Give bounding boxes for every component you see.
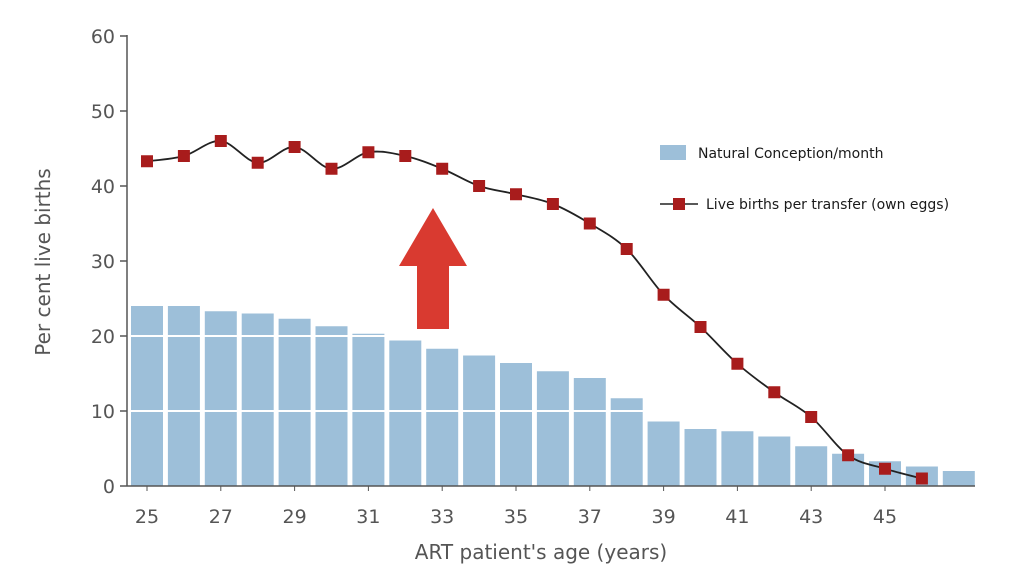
x-tick-label: 29 (283, 506, 307, 528)
line-layer (141, 135, 928, 485)
legend: Natural Conception/month Live births per… (660, 145, 949, 213)
bar (131, 306, 163, 486)
line-marker (694, 321, 707, 333)
y-tick-label: 50 (91, 101, 115, 123)
x-tick-label: 43 (799, 506, 823, 528)
bar (241, 313, 274, 486)
line-marker (805, 411, 818, 423)
line-marker (915, 472, 928, 485)
y-tick-label: 60 (91, 26, 115, 48)
x-axis-title: ART patient's age (years) (415, 540, 667, 564)
bar (278, 318, 311, 486)
bar (536, 371, 569, 486)
line-marker (325, 162, 338, 175)
bar (795, 446, 828, 486)
line-marker (657, 288, 670, 301)
x-tick-label: 31 (356, 506, 380, 528)
bar (647, 421, 680, 486)
line-marker (473, 180, 486, 192)
line-marker (141, 155, 153, 168)
x-tick-label: 45 (873, 506, 897, 528)
up-arrow-annotation (399, 208, 467, 329)
bar (204, 311, 237, 486)
legend-bar-label: Natural Conception/month (698, 146, 883, 162)
line-marker (546, 198, 559, 210)
bar (463, 355, 496, 486)
line-marker (879, 462, 891, 475)
bar (721, 431, 754, 486)
y-tick-label: 10 (91, 401, 115, 423)
annotation-layer (399, 208, 467, 329)
line-marker (362, 146, 375, 159)
bar (684, 429, 717, 486)
bars-layer (129, 35, 975, 486)
line-marker (731, 357, 744, 370)
line-marker (583, 217, 596, 230)
line-marker (436, 162, 449, 175)
bar (942, 471, 975, 486)
x-tick-label: 37 (578, 506, 602, 528)
bar (352, 333, 385, 486)
line-marker (251, 156, 264, 169)
line-marker (842, 449, 855, 462)
bar (315, 326, 348, 486)
legend-bar-swatch (660, 145, 686, 160)
x-tick-label: 33 (430, 506, 454, 528)
axes-layer: 0 10 20 30 40 50 60 25 27 29 31 33 35 37 39 41 43 45 (91, 26, 975, 528)
y-tick-label: 20 (91, 326, 115, 348)
line-marker (288, 141, 301, 153)
x-tick-label: 41 (725, 506, 749, 528)
bar (573, 378, 606, 486)
x-tick-label: 39 (652, 506, 676, 528)
x-tick-label: 27 (209, 506, 233, 528)
line-marker (214, 135, 227, 147)
bar (389, 340, 422, 486)
x-tick-label: 25 (135, 506, 159, 528)
y-tick-label: 30 (91, 251, 115, 273)
line-marker (510, 188, 522, 201)
bar (610, 398, 643, 486)
line-marker (177, 150, 190, 162)
bar (167, 306, 200, 486)
x-tick-label: 35 (504, 506, 528, 528)
line-series-path (146, 140, 923, 480)
line-marker (768, 386, 781, 399)
line-marker (399, 150, 412, 162)
y-axis-title: Per cent live births (31, 168, 55, 355)
y-tick-label: 0 (103, 476, 115, 498)
line-marker (620, 243, 633, 255)
bar (758, 436, 791, 486)
bar (426, 348, 459, 486)
y-tick-label: 40 (91, 176, 115, 198)
legend-line-marker (673, 198, 685, 210)
bar (500, 363, 532, 486)
legend-line-label: Live births per transfer (own eggs) (706, 197, 949, 213)
